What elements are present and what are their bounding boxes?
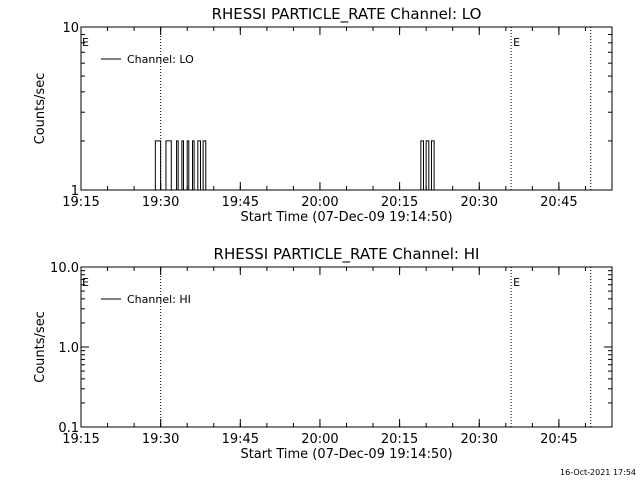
lo-marker-label: E: [513, 36, 520, 49]
hi-y-tick-label: 0.1: [58, 421, 79, 436]
hi-x-tick-label: 19:30: [142, 432, 179, 447]
lo-x-tick-label: 20:00: [301, 195, 338, 210]
lo-y-axis-label: Counts/sec: [33, 73, 48, 145]
hi-x-tick-label: 20:00: [301, 432, 338, 447]
hi-marker-label-left: E: [82, 276, 89, 289]
render-timestamp: 16-Oct-2021 17:54: [560, 468, 636, 477]
lo-x-tick-label: 19:45: [222, 195, 259, 210]
hi-marker-label: E: [513, 276, 520, 289]
hi-x-tick-label: 20:15: [381, 432, 418, 447]
lo-chart-title: RHESSI PARTICLE_RATE Channel: LO: [212, 5, 482, 24]
lo-x-tick-label: 19:15: [62, 195, 99, 210]
hi-x-axis-label: Start Time (07-Dec-09 19:14:50): [240, 447, 452, 462]
hi-x-tick-label: 19:15: [62, 432, 99, 447]
hi-y-tick-label: 1.0: [58, 341, 79, 356]
hi-x-tick-label: 19:45: [222, 432, 259, 447]
lo-legend-label: Channel: LO: [127, 53, 194, 66]
lo-y-tick-label: 1: [71, 184, 79, 199]
lo-x-tick-label: 20:45: [540, 195, 577, 210]
hi-chart-title: RHESSI PARTICLE_RATE Channel: HI: [214, 245, 480, 264]
lo-x-tick-label: 20:15: [381, 195, 418, 210]
lo-x-axis-label: Start Time (07-Dec-09 19:14:50): [240, 210, 452, 225]
lo-x-tick-label: 19:30: [142, 195, 179, 210]
hi-legend-label: Channel: HI: [127, 293, 191, 306]
lo-marker-label-left: E: [82, 36, 89, 49]
hi-y-tick-label: 10.0: [50, 261, 79, 276]
hi-y-axis-label: Counts/sec: [33, 311, 48, 383]
hi-x-tick-label: 20:30: [461, 432, 498, 447]
lo-y-tick-label: 10: [62, 21, 79, 36]
lo-series-line: [81, 140, 612, 191]
lo-x-tick-label: 20:30: [461, 195, 498, 210]
hi-x-tick-label: 20:45: [540, 432, 577, 447]
